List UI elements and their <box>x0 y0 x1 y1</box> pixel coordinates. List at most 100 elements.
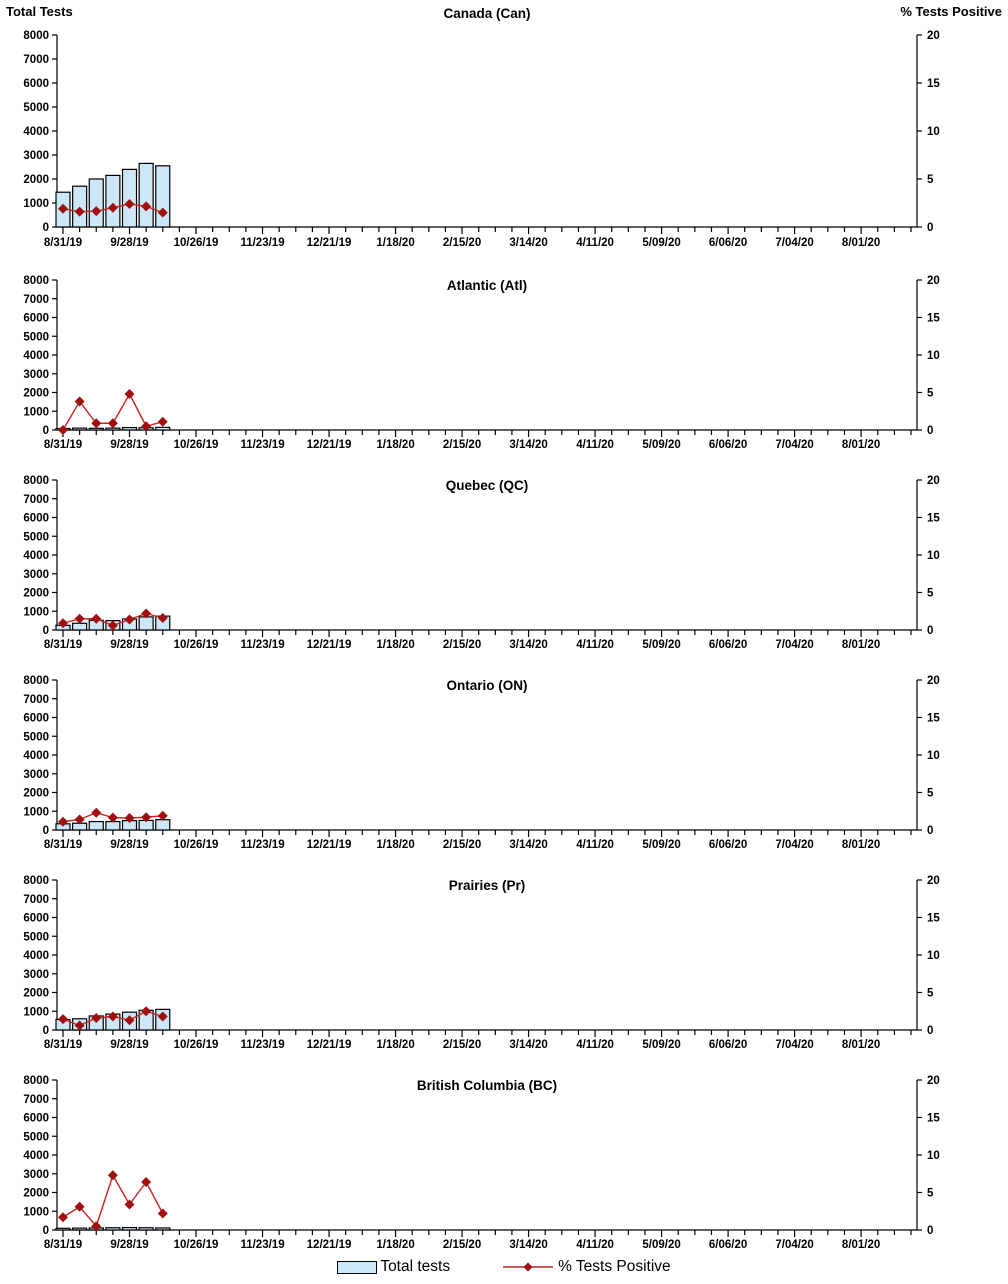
x-tick-label: 9/28/19 <box>110 1039 148 1050</box>
right-tick-label: 10 <box>927 750 940 762</box>
pct-positive-line <box>58 807 168 827</box>
left-tick-label: 6000 <box>23 913 49 925</box>
left-tick-label: 7000 <box>23 494 49 506</box>
x-tick-label: 8/31/19 <box>44 439 82 450</box>
x-tick-label: 10/26/19 <box>174 237 219 249</box>
diamond-marker-icon <box>58 1014 68 1025</box>
x-tick-label: 12/21/19 <box>307 839 352 850</box>
left-tick-label: 7000 <box>23 294 49 306</box>
x-tick-label: 8/31/19 <box>44 639 82 650</box>
pct-positive-line <box>58 389 168 435</box>
x-tick-label: 5/09/20 <box>642 439 680 450</box>
right-tick-label: 15 <box>927 1113 940 1125</box>
diamond-marker-icon <box>141 421 152 432</box>
diamond-marker-icon <box>124 1015 135 1026</box>
x-tick-label: 2/15/20 <box>443 639 481 650</box>
bar <box>155 1227 171 1231</box>
left-tick-label: 4000 <box>23 350 49 362</box>
right-tick-label: 20 <box>927 875 940 887</box>
x-tick-label: 8/31/19 <box>44 1039 82 1050</box>
left-tick-label: 8000 <box>23 30 49 42</box>
left-tick-label: 2000 <box>23 988 49 1000</box>
x-tick-label: 7/04/20 <box>775 1039 813 1050</box>
chart-canvas-ontario: 0 1000 2000 3000 4000 5000 6000 7000 8000 0 5 10 15 2… <box>23 675 940 850</box>
chart-prairies: Prairies (Pr) 0 1000 2000 3000 4000 5000 6000 7… <box>0 850 1008 1050</box>
x-tick-label: 10/26/19 <box>174 1039 219 1050</box>
x-tick-label: 2/15/20 <box>443 237 481 249</box>
right-tick-label: 0 <box>927 1225 933 1237</box>
left-tick-label: 1000 <box>23 198 49 210</box>
left-tick-label: 0 <box>43 825 49 837</box>
bar <box>121 168 138 228</box>
x-tick-label: 4/11/20 <box>576 237 614 249</box>
left-tick-label: 8000 <box>23 275 49 287</box>
right-tick-label: 5 <box>927 388 934 400</box>
x-tick-label: 4/11/20 <box>576 1239 614 1250</box>
diamond-marker-icon <box>91 613 102 624</box>
diamond-marker-icon <box>124 813 135 823</box>
bar <box>138 162 154 228</box>
x-tick-label: 6/06/20 <box>709 1239 747 1250</box>
left-tick-label: 3000 <box>23 969 49 981</box>
x-tick-label: 3/14/20 <box>509 439 547 450</box>
diamond-marker-icon <box>58 618 68 629</box>
chart-canvas-canada: 0 1000 2000 3000 4000 5000 6000 7000 8000 0 5 10 15 2… <box>23 30 940 249</box>
left-tick-label: 6000 <box>23 313 49 325</box>
legend-bar-swatch-icon <box>337 1260 378 1274</box>
right-tick-label: 0 <box>927 825 933 837</box>
bar <box>88 820 104 831</box>
x-tick-label: 8/01/20 <box>842 1239 880 1250</box>
left-tick-label: 7000 <box>23 694 49 706</box>
bar <box>105 820 121 831</box>
chart-canada: Total Tests % Tests Positive Canada (Can… <box>0 0 1008 250</box>
bar <box>105 427 121 431</box>
right-tick-label: 10 <box>927 1150 940 1162</box>
x-tick-label: 2/15/20 <box>443 1039 481 1050</box>
left-tick-label: 4000 <box>23 126 49 138</box>
left-tick-label: 2000 <box>23 1188 49 1200</box>
x-tick-label: 12/21/19 <box>307 439 352 450</box>
diamond-marker-icon <box>157 613 168 623</box>
x-tick-label: 7/04/20 <box>775 237 813 249</box>
pct-positive-line <box>58 608 168 631</box>
x-tick-label: 9/28/19 <box>110 1239 148 1250</box>
bar <box>121 426 138 431</box>
chart-british-columbia: British Columbia (BC) 0 1000 2000 3000 4000 5… <box>0 1050 1008 1250</box>
diamond-marker-icon <box>74 814 85 825</box>
right-tick-label: 20 <box>927 30 940 42</box>
bar <box>121 1226 138 1231</box>
right-tick-label: 15 <box>927 513 940 525</box>
diamond-marker-icon <box>91 418 102 429</box>
right-tick-label: 15 <box>927 713 940 725</box>
x-tick-label: 4/11/20 <box>576 1039 614 1050</box>
chart-title-canada: Canada (Can) <box>443 6 531 21</box>
x-tick-label: 8/31/19 <box>44 1239 82 1250</box>
left-tick-label: 0 <box>43 425 49 437</box>
right-tick-label: 10 <box>927 950 940 962</box>
bar <box>155 426 171 431</box>
x-tick-label: 3/14/20 <box>509 1039 547 1050</box>
x-tick-label: 8/01/20 <box>842 1039 880 1050</box>
left-tick-label: 3000 <box>23 369 49 381</box>
left-tick-label: 6000 <box>23 713 49 725</box>
x-tick-label: 2/15/20 <box>443 439 481 450</box>
tick-labels: 0 1000 2000 3000 4000 5000 6000 7000 8000 0 5 10 15 2… <box>23 675 940 850</box>
x-tick-label: 5/09/20 <box>642 639 680 650</box>
x-tick-label: 9/28/19 <box>110 639 148 650</box>
bar <box>55 1227 71 1231</box>
right-tick-label: 0 <box>927 425 933 437</box>
tick-labels: 0 1000 2000 3000 4000 5000 6000 7000 8000 0 5 10 15 2… <box>23 1075 940 1250</box>
chart-quebec: Quebec (QC) 0 1000 2000 3000 4000 5000 6000 700… <box>0 450 1008 650</box>
x-tick-label: 7/04/20 <box>775 1239 813 1250</box>
diamond-marker-icon <box>124 1199 135 1210</box>
x-tick-label: 11/23/19 <box>240 1239 284 1250</box>
legend-entry-pct-positive: % Tests Positive <box>502 1258 671 1276</box>
axes <box>52 479 922 637</box>
legend-line-marker-icon <box>503 1262 554 1272</box>
bar <box>72 427 88 431</box>
left-tick-label: 3000 <box>23 569 49 581</box>
x-tick-label: 4/11/20 <box>576 839 614 850</box>
left-tick-label: 5000 <box>23 1131 49 1143</box>
x-tick-label: 11/23/19 <box>240 1039 284 1050</box>
left-tick-label: 7000 <box>23 1094 49 1106</box>
